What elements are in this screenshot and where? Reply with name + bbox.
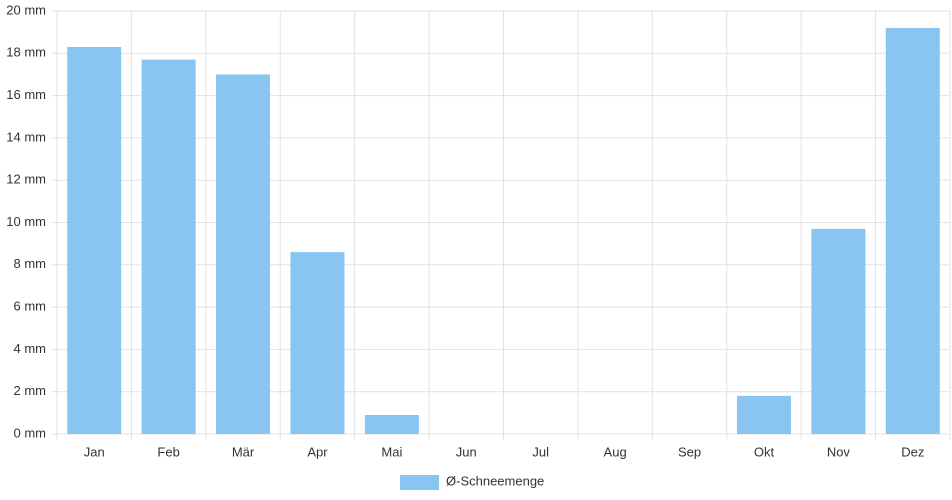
x-tick-label: Apr bbox=[307, 444, 328, 459]
bar bbox=[736, 395, 791, 434]
bar bbox=[290, 252, 345, 434]
x-tick-label: Feb bbox=[157, 444, 179, 459]
bar bbox=[811, 228, 866, 434]
x-tick-label: Mär bbox=[232, 444, 255, 459]
x-tick-label: Jun bbox=[456, 444, 477, 459]
y-tick-label: 12 mm bbox=[6, 172, 46, 187]
y-tick-label: 4 mm bbox=[14, 341, 47, 356]
bar bbox=[885, 27, 940, 434]
x-tick-label: Jul bbox=[532, 444, 549, 459]
y-tick-label: 8 mm bbox=[14, 256, 47, 271]
legend-swatch bbox=[400, 475, 439, 490]
x-tick-label: Sep bbox=[678, 444, 701, 459]
bar bbox=[67, 46, 122, 435]
x-tick-label: Nov bbox=[827, 444, 851, 459]
y-tick-label: 14 mm bbox=[6, 129, 46, 144]
y-tick-label: 16 mm bbox=[6, 87, 46, 102]
y-tick-label: 20 mm bbox=[6, 2, 46, 17]
y-tick-label: 2 mm bbox=[14, 383, 47, 398]
y-tick-label: 0 mm bbox=[14, 425, 47, 440]
x-tick-label: Aug bbox=[604, 444, 627, 459]
x-tick-label: Dez bbox=[901, 444, 924, 459]
y-tick-label: 6 mm bbox=[14, 299, 47, 314]
x-tick-label: Jan bbox=[84, 444, 105, 459]
x-tick-label: Mai bbox=[381, 444, 402, 459]
y-tick-label: 10 mm bbox=[6, 214, 46, 229]
legend-label: Ø-Schneemenge bbox=[446, 473, 544, 488]
x-tick-label: Okt bbox=[754, 444, 775, 459]
y-tick-label: 18 mm bbox=[6, 45, 46, 60]
bar bbox=[141, 59, 196, 435]
bar bbox=[364, 414, 419, 434]
bar bbox=[216, 74, 271, 434]
